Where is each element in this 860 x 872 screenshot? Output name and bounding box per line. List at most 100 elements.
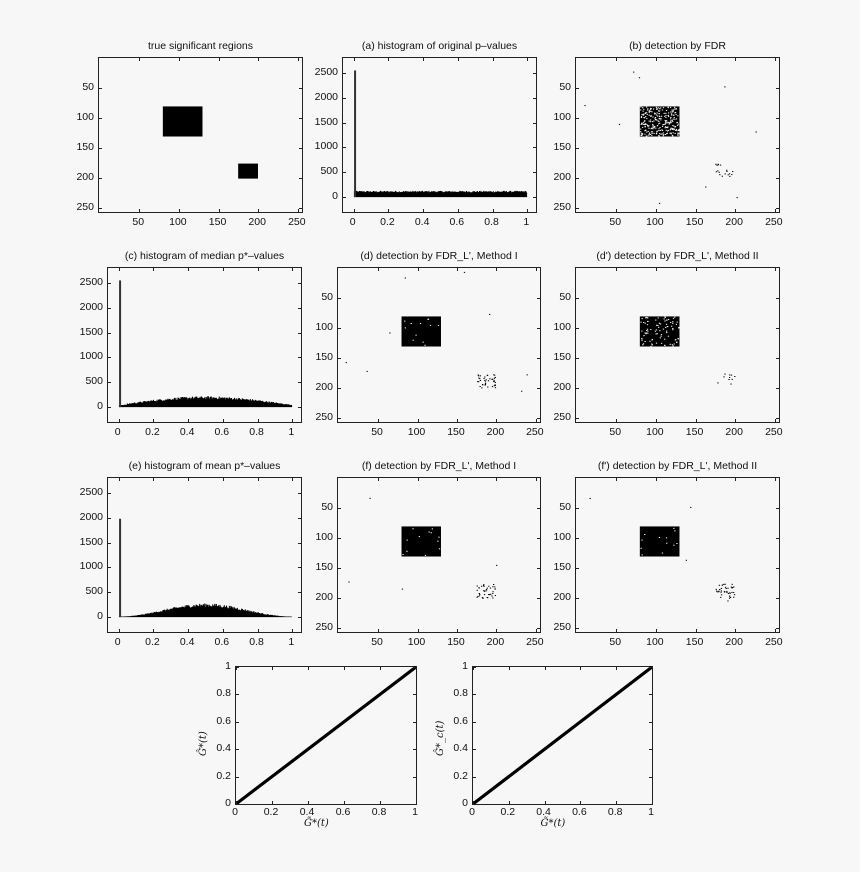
- y-tick-label: 100: [553, 530, 571, 543]
- x-tick-label: 0: [349, 216, 356, 228]
- x-tick-label: 150: [447, 636, 465, 648]
- x-axis-label: G̃*(t): [540, 818, 566, 829]
- x-tick-label: 250: [288, 216, 306, 228]
- y-tick-label: 50: [82, 80, 94, 93]
- x-tick-label: 50: [609, 426, 622, 438]
- y-tick-label: 250: [553, 411, 571, 424]
- y-tick-label: 0.4: [216, 742, 231, 755]
- y-tick-label: 150: [315, 350, 333, 363]
- x-tick-label: 1: [288, 426, 295, 438]
- y-tick-label: 1000: [314, 140, 338, 153]
- y-axis-label: Ĝ*_c(t): [435, 720, 446, 756]
- x-tick-label: 0.2: [145, 426, 160, 438]
- x-tick-label: 50: [371, 636, 383, 648]
- y-tick-label: 250: [315, 411, 333, 424]
- y-tick-label: 0.6: [453, 714, 468, 727]
- y-tick-label: 0: [97, 400, 103, 413]
- y-tick-label: 1000: [79, 350, 103, 363]
- panel-title: (d) detection by FDR_L', Method I: [360, 250, 518, 262]
- y-tick-label: 100: [315, 530, 333, 543]
- x-tick-label: 0: [114, 426, 121, 438]
- y-tick-label: 150: [553, 350, 571, 363]
- x-tick-label: 1: [412, 806, 418, 818]
- x-tick-label: 200: [486, 636, 505, 648]
- x-tick-label: 0: [232, 806, 238, 818]
- panel-title: (b) detection by FDR: [629, 40, 726, 52]
- x-tick-label: 200: [248, 216, 266, 228]
- plot-axes: [472, 665, 653, 806]
- x-tick-label: 150: [685, 426, 704, 438]
- y-tick-label: 50: [321, 290, 333, 303]
- x-tick-label: 50: [609, 216, 622, 228]
- x-tick-label: 0.2: [145, 636, 160, 648]
- plot-axes: [107, 477, 302, 633]
- y-tick-label: 50: [559, 500, 571, 513]
- panel-title: (f') detection by FDR_L', Method II: [597, 460, 758, 472]
- y-tick-label: 500: [85, 375, 103, 388]
- x-tick-label: 50: [371, 426, 383, 438]
- x-axis-label: G̃*(t): [304, 818, 329, 829]
- x-tick-label: 100: [407, 426, 426, 438]
- y-tick-label: 50: [321, 500, 333, 513]
- panel-title: true significant regions: [147, 40, 254, 52]
- panel-title: (d') detection by FDR_L', Method II: [596, 250, 759, 262]
- y-tick-label: 250: [315, 621, 333, 634]
- y-tick-label: 200: [553, 591, 571, 603]
- x-tick-label: 200: [486, 426, 505, 438]
- y-tick-label: 1000: [79, 560, 103, 573]
- y-tick-label: 0: [225, 797, 231, 809]
- panel-title: (c) histogram of median p*–values: [124, 250, 285, 262]
- y-tick-label: 500: [85, 585, 103, 598]
- y-tick-label: 2500: [314, 65, 338, 78]
- y-tick-label: 200: [553, 381, 571, 393]
- x-tick-label: 0.8: [249, 426, 264, 438]
- y-tick-label: 500: [320, 165, 338, 178]
- y-tick-label: 100: [315, 320, 333, 333]
- y-tick-label: 0: [332, 190, 338, 203]
- x-tick-label: 100: [169, 216, 187, 228]
- x-tick-label: 250: [765, 636, 783, 648]
- x-tick-label: 0.4: [536, 806, 551, 818]
- x-tick-label: 0.4: [414, 216, 430, 228]
- y-tick-label: 150: [76, 140, 94, 153]
- y-tick-label: 2000: [79, 510, 103, 523]
- y-tick-label: 50: [559, 290, 571, 303]
- x-tick-label: 250: [765, 216, 783, 228]
- y-tick-label: 0.8: [453, 687, 468, 700]
- y-tick-label: 200: [76, 171, 94, 183]
- y-axis-label: Ĝ*(t): [198, 730, 209, 756]
- y-tick-label: 2500: [79, 275, 103, 288]
- y-tick-label: 100: [553, 110, 571, 123]
- x-tick-label: 200: [725, 216, 743, 228]
- y-tick-label: 0.4: [453, 742, 468, 755]
- y-tick-label: 1500: [79, 325, 103, 338]
- y-tick-label: 2500: [79, 485, 103, 498]
- x-tick-label: 100: [646, 636, 664, 648]
- y-tick-label: 100: [76, 110, 94, 123]
- x-tick-label: 0.6: [214, 426, 230, 438]
- x-tick-label: 150: [685, 216, 704, 228]
- y-tick-label: 0.2: [453, 769, 468, 782]
- panel-title: (f) detection by FDR_L', Method I: [361, 460, 517, 472]
- y-tick-label: 50: [559, 80, 571, 93]
- y-tick-label: 150: [315, 560, 333, 573]
- x-tick-label: 100: [646, 216, 664, 228]
- x-tick-label: 150: [208, 216, 227, 228]
- x-tick-label: 150: [447, 426, 465, 438]
- panel-title: (a) histogram of original p–values: [361, 40, 518, 52]
- y-tick-label: 0: [462, 797, 468, 809]
- y-tick-label: 1500: [314, 115, 338, 128]
- y-tick-label: 150: [553, 140, 571, 153]
- y-tick-label: 0.6: [216, 714, 231, 727]
- x-tick-label: 0: [469, 806, 475, 818]
- y-tick-label: 0.2: [216, 769, 231, 782]
- x-tick-label: 0.2: [263, 806, 279, 818]
- x-tick-label: 1: [288, 636, 295, 648]
- x-tick-label: 200: [725, 426, 743, 438]
- x-tick-label: 0.6: [335, 806, 351, 818]
- x-tick-label: 0.8: [371, 806, 387, 818]
- y-tick-label: 1500: [79, 535, 103, 548]
- x-tick-label: 1: [648, 806, 654, 818]
- y-tick-label: 250: [553, 201, 571, 214]
